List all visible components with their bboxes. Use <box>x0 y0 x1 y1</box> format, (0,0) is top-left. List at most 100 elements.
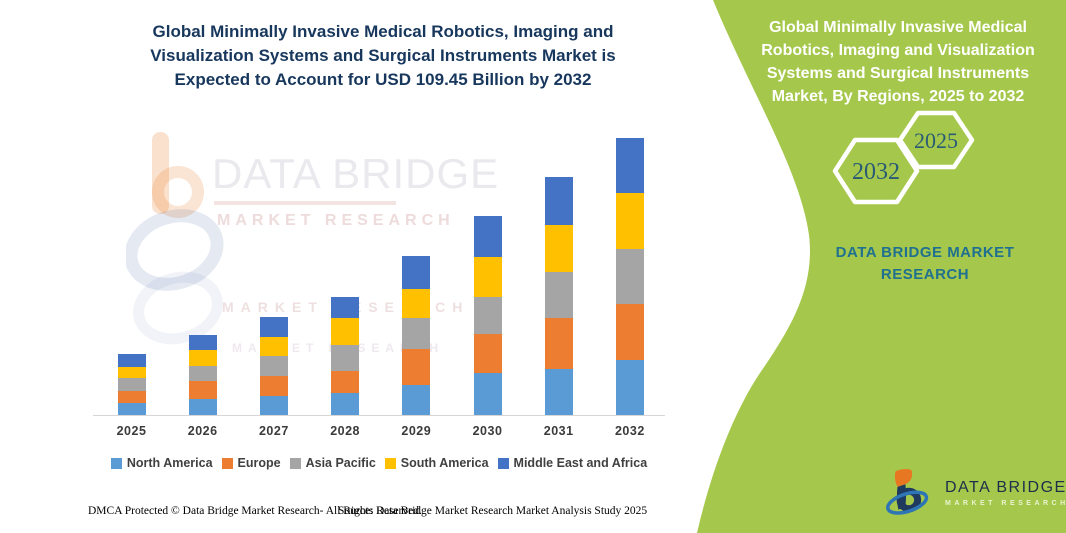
x-axis-label-2028: 2028 <box>330 424 360 438</box>
legend-swatch-icon <box>289 457 301 469</box>
x-axis-label-2031: 2031 <box>543 424 574 438</box>
x-axis-label-2032: 2032 <box>614 424 645 438</box>
bar-segment-asia-pacific <box>402 318 431 350</box>
bar-segment-europe <box>259 375 288 396</box>
bar-segment-asia-pacific <box>615 249 644 305</box>
bar-segment-asia-pacific <box>259 355 288 376</box>
brand-wordmark: DATA BRIDGE MARKET RESEARCH <box>790 242 1060 286</box>
bar-segment-asia-pacific <box>473 296 502 335</box>
bar-segment-europe <box>331 370 360 394</box>
stacked-bar-2025 <box>117 353 146 415</box>
green-panel-shape <box>697 0 1066 533</box>
stacked-bar-2032 <box>615 138 644 415</box>
logo-subtitle: MARKET RESEARCH <box>945 500 1066 507</box>
bar-segment-north-america <box>117 402 146 415</box>
logo-text: DATA BRIDGE MARKET RESEARCH <box>945 479 1066 507</box>
page-title: Global Minimally Invasive Medical Roboti… <box>128 20 638 92</box>
hexagon-year-label: 2025 <box>914 128 958 153</box>
x-axis-label-2029: 2029 <box>401 424 432 438</box>
bar-segment-middle-east-and-africa <box>473 216 502 257</box>
bar-segment-middle-east-and-africa <box>331 297 360 319</box>
brand-wordmark-line: DATA BRIDGE MARKET <box>835 244 1015 261</box>
legend-label: North America <box>126 456 213 470</box>
hexagon-2032: 2032 <box>832 137 920 205</box>
legend-swatch-icon <box>384 457 396 469</box>
legend-item-north-america: North America <box>110 456 213 470</box>
bar-segment-north-america <box>615 359 644 415</box>
bar-segment-middle-east-and-africa <box>544 177 573 226</box>
side-panel-title-line: Systems and Surgical Instruments <box>766 65 1030 82</box>
bar-segment-middle-east-and-africa <box>402 255 431 290</box>
bar-segment-south-america <box>402 289 431 319</box>
bar-segment-middle-east-and-africa <box>188 335 217 351</box>
legend-item-south-america: South America <box>384 456 489 470</box>
legend-item-middle-east-and-africa: Middle East and Africa <box>497 456 648 470</box>
bar-segment-south-america <box>259 336 288 356</box>
brand-wordmark-line: RESEARCH <box>880 266 970 283</box>
bar-segment-asia-pacific <box>331 345 360 371</box>
bar-segment-europe <box>544 318 573 370</box>
x-axis-label-2025: 2025 <box>116 424 147 438</box>
x-axis-label-2027: 2027 <box>258 424 289 438</box>
footer-source: Source: Data Bridge Market Research Mark… <box>338 505 648 517</box>
bar-segment-europe <box>615 304 644 360</box>
x-axis-line <box>93 415 665 416</box>
hexagon-outline <box>832 137 920 205</box>
logo-title: DATA BRIDGE <box>945 479 1066 496</box>
hexagon-year-label: 2032 <box>852 159 900 185</box>
bar-segment-middle-east-and-africa <box>117 353 146 367</box>
legend-label: Middle East and Africa <box>513 456 648 470</box>
bar-segment-north-america <box>544 369 573 415</box>
legend-swatch-icon <box>497 457 509 469</box>
page-title-line: Global Minimally Invasive Medical Roboti… <box>152 22 614 41</box>
stacked-bar-2026 <box>188 335 217 415</box>
bar-segment-south-america <box>331 318 360 346</box>
bar-segment-south-america <box>188 350 217 367</box>
company-logo: DATA BRIDGE MARKET RESEARCH <box>880 467 1066 519</box>
stacked-bar-2031 <box>544 177 573 415</box>
stacked-bar-2030 <box>473 216 502 415</box>
bar-segment-europe <box>473 334 502 374</box>
bar-segment-europe <box>402 349 431 385</box>
bar-segment-middle-east-and-africa <box>615 138 644 193</box>
chart-legend: North America Europe Asia Pacific South Ame… <box>90 456 668 470</box>
bar-segment-north-america <box>259 395 288 415</box>
bar-segment-north-america <box>188 399 217 415</box>
bar-segment-north-america <box>331 393 360 415</box>
bar-segment-south-america <box>473 256 502 297</box>
bar-segment-asia-pacific <box>117 378 146 391</box>
bar-segment-south-america <box>117 366 146 379</box>
x-axis-label-2026: 2026 <box>187 424 218 438</box>
legend-item-europe: Europe <box>221 456 281 470</box>
data-bridge-logo-icon <box>886 469 929 515</box>
page-title-line: Expected to Account for USD 109.45 Billi… <box>174 70 592 89</box>
side-panel-title-line: Robotics, Imaging and Visualization <box>761 42 1035 59</box>
stacked-bar-2027 <box>259 316 288 415</box>
x-axis-label-2030: 2030 <box>472 424 503 438</box>
page-title-line: Visualization Systems and Surgical Instr… <box>150 46 616 65</box>
hexagon-outline <box>897 110 975 170</box>
side-panel-title-line: Global Minimally Invasive Medical <box>769 19 1027 36</box>
footer-copyright: DMCA Protected © Data Bridge Market Rese… <box>88 505 422 517</box>
bar-segment-south-america <box>544 225 573 273</box>
bar-segment-south-america <box>615 192 644 250</box>
bar-segment-europe <box>188 380 217 400</box>
legend-label: South America <box>400 456 489 470</box>
stacked-bar-2028 <box>331 297 360 415</box>
legend-swatch-icon <box>110 457 122 469</box>
legend-label: Asia Pacific <box>305 456 376 470</box>
side-panel-title-line: Market, By Regions, 2025 to 2032 <box>771 88 1025 105</box>
bar-segment-europe <box>117 390 146 403</box>
legend-label: Europe <box>237 456 281 470</box>
legend-swatch-icon <box>221 457 233 469</box>
bar-segment-middle-east-and-africa <box>259 316 288 337</box>
bar-segment-north-america <box>473 373 502 415</box>
legend-item-asia-pacific: Asia Pacific <box>289 456 376 470</box>
bar-segment-asia-pacific <box>188 366 217 381</box>
stacked-bar-2029 <box>402 255 431 415</box>
side-panel-title: Global Minimally Invasive Medical Roboti… <box>742 16 1054 108</box>
bar-segment-north-america <box>402 384 431 415</box>
hexagon-2025: 2025 <box>897 110 975 170</box>
